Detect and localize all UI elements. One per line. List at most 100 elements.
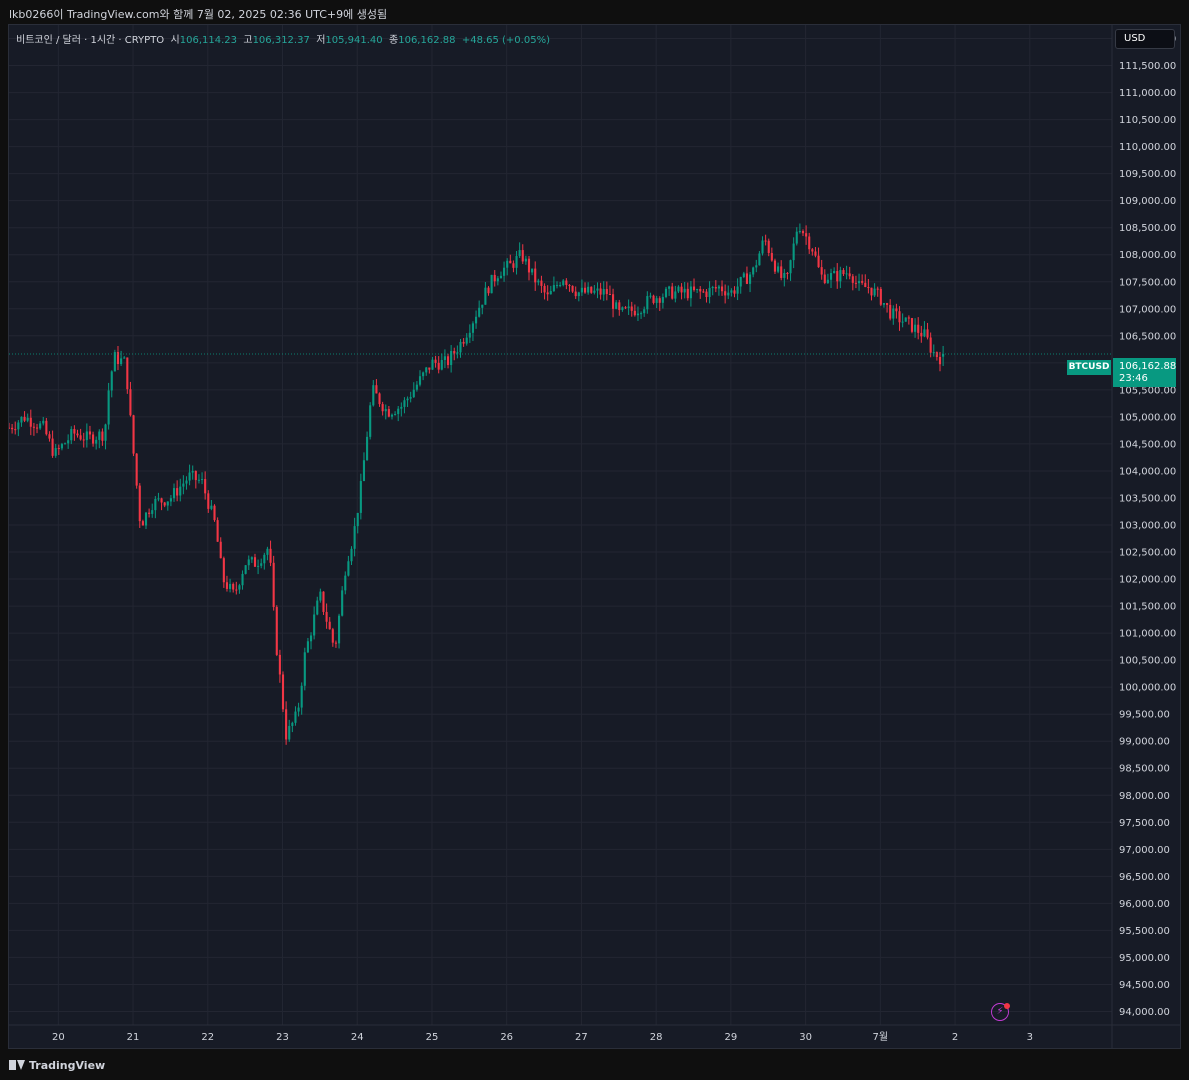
- candle-body: [151, 510, 154, 514]
- y-tick-label: 100,000.00: [1119, 683, 1176, 694]
- currency-button[interactable]: USD: [1115, 29, 1175, 49]
- candle-body: [487, 287, 490, 294]
- candle-body: [126, 357, 129, 390]
- candle-body: [431, 359, 434, 370]
- candle-body: [79, 435, 82, 440]
- candle-body: [250, 557, 253, 560]
- candle-body: [574, 291, 577, 297]
- candle-body: [76, 433, 79, 436]
- y-tick-label: 109,500.00: [1119, 169, 1176, 180]
- candle-body: [842, 270, 845, 275]
- candle-body: [814, 251, 817, 256]
- y-tick-label: 106,500.00: [1119, 331, 1176, 342]
- candle-body: [696, 288, 699, 291]
- candle-body: [587, 286, 590, 293]
- candle-body: [176, 488, 179, 496]
- candle-body: [829, 273, 833, 280]
- candle-body: [764, 240, 767, 242]
- candle-body: [836, 271, 839, 282]
- candle-body: [281, 674, 285, 710]
- y-tick-label: 109,000.00: [1119, 196, 1176, 207]
- candle-body: [640, 313, 643, 315]
- candle-body: [107, 390, 110, 425]
- candle-body: [895, 308, 898, 312]
- candle-body: [730, 290, 733, 293]
- candle-body: [910, 318, 914, 332]
- candle-body: [674, 291, 677, 299]
- brand-name: TradingView: [29, 1058, 106, 1072]
- candle-body: [85, 431, 88, 441]
- candle-body: [630, 306, 633, 311]
- y-tick-label: 102,500.00: [1119, 548, 1176, 559]
- candle-body: [892, 308, 895, 319]
- y-tick-label: 110,500.00: [1119, 115, 1176, 126]
- candle-body: [418, 376, 422, 385]
- candle-body: [70, 429, 73, 441]
- candle-body: [861, 281, 864, 283]
- candle-body: [82, 439, 85, 441]
- candle-body: [907, 317, 910, 319]
- candle-body: [608, 294, 612, 296]
- candle-body: [285, 709, 288, 740]
- y-tick-label: 103,000.00: [1119, 521, 1176, 532]
- tradingview-logo[interactable]: TradingView: [9, 1058, 105, 1072]
- candle-body: [14, 429, 17, 431]
- candle-body: [727, 292, 730, 296]
- candle-body: [686, 288, 689, 299]
- candle-body: [129, 389, 132, 416]
- lightning-bolt-icon[interactable]: ⚡: [991, 1003, 1009, 1021]
- candle-body: [870, 287, 873, 296]
- candle-body: [406, 398, 409, 401]
- candle-body: [555, 285, 559, 287]
- candle-body: [857, 281, 861, 284]
- candle-body: [886, 303, 889, 305]
- y-tick-label: 105,000.00: [1119, 412, 1176, 423]
- candle-body: [926, 329, 929, 338]
- candle-body: [266, 548, 269, 555]
- candle-body: [755, 265, 758, 268]
- candlestick-chart[interactable]: 94,000.00 94,500.00 95,000.00 95,500.00 96,0…: [9, 25, 1180, 1048]
- candle-body: [580, 287, 583, 293]
- candle-body: [163, 502, 166, 506]
- candle-body: [32, 426, 35, 428]
- candle-body: [889, 304, 892, 319]
- candle-body: [300, 685, 303, 708]
- candle-body: [381, 404, 384, 412]
- candle-body: [711, 286, 714, 288]
- tradingview-logo-icon: [9, 1060, 25, 1070]
- candle-body: [833, 271, 836, 274]
- snapshot-credit: lkb0266이 TradingView.com와 함께 7월 02, 2025…: [9, 8, 388, 21]
- symbol-price-label: BTCUSD: [1067, 360, 1111, 375]
- legend-high-value: 106,312.37: [252, 35, 310, 46]
- candle-body: [724, 291, 727, 296]
- candle-body: [773, 260, 777, 272]
- candle-body: [699, 288, 702, 292]
- candle-body: [565, 280, 568, 285]
- legend-symbol[interactable]: 비트코인 / 달러 · 1시간 · CRYPTO: [16, 35, 165, 46]
- y-tick-label: 99,500.00: [1119, 710, 1170, 721]
- candle-body: [733, 290, 736, 294]
- candle-body: [568, 284, 571, 286]
- top-bar: lkb0266이 TradingView.com와 함께 7월 02, 2025…: [0, 0, 1189, 24]
- candle-body: [272, 562, 275, 608]
- candle-body: [450, 351, 453, 366]
- candle-body: [39, 423, 42, 429]
- y-tick-label: 105,500.00: [1119, 385, 1176, 396]
- candle-body: [543, 285, 546, 293]
- candle-body: [817, 255, 820, 268]
- candle-body: [571, 285, 574, 292]
- candle-body: [23, 416, 26, 421]
- candle-body: [194, 471, 197, 481]
- candle-body: [110, 371, 113, 391]
- candle-body: [664, 288, 668, 297]
- candle-body: [11, 427, 14, 430]
- candle-body: [935, 352, 938, 357]
- x-tick-label: 27: [575, 1032, 588, 1043]
- candle-body: [57, 448, 60, 450]
- notification-dot: [1004, 1003, 1010, 1009]
- candle-body: [63, 443, 67, 445]
- y-tick-label: 95,000.00: [1119, 953, 1170, 964]
- candle-body: [225, 582, 229, 589]
- candle-body: [668, 286, 671, 289]
- candle-body: [207, 493, 210, 509]
